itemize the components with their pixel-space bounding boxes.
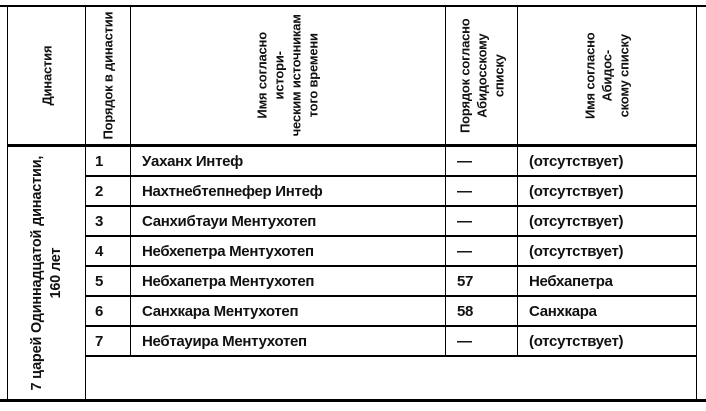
order-value: 7: [95, 332, 104, 350]
header-label-dynasty: Династия: [38, 45, 54, 106]
table-row-cell-order: 4: [86, 237, 131, 267]
table-row-cell-name: Уаханх Интеф: [131, 147, 446, 177]
header-cell-name-abydos: Имя согласно Абидос- скому списку: [518, 7, 696, 147]
header-label-name-historical: Имя согласно истори- ческим источникам т…: [254, 14, 322, 137]
abydos-order-value: —: [457, 152, 472, 170]
table-bottom-rule: [0, 399, 706, 402]
table-row-cell-name: Небхепетра Ментухотеп: [131, 237, 446, 267]
header-label-name-abydos: Имя согласно Абидос- скому списку: [582, 32, 632, 119]
table-row-cell-order: 3: [86, 207, 131, 237]
abydos-name-value: (отсутствует): [529, 242, 624, 260]
table-row-cell-abydos-name: Санхкара: [518, 297, 696, 327]
abydos-order-value: 58: [457, 302, 474, 320]
table-row-cell-order: 6: [86, 297, 131, 327]
table-row-cell-abydos-name: (отсутствует): [518, 237, 696, 267]
order-value: 2: [95, 182, 104, 200]
table-row-cell-name: Небхапетра Ментухотеп: [131, 267, 446, 297]
table-row-cell-abydos-order: —: [446, 147, 518, 177]
table-row-cell-name: Санхкара Ментухотеп: [131, 297, 446, 327]
order-value: 1: [95, 152, 104, 170]
order-value: 3: [95, 212, 104, 230]
table-row-cell-name: Небтауира Ментухотеп: [131, 327, 446, 357]
dynasty-span-label: 7 царей Одиннадцатой династии, 160 лет: [28, 155, 64, 391]
abydos-order-value: —: [457, 212, 472, 230]
abydos-name-value: (отсутствует): [529, 152, 624, 170]
order-value: 6: [95, 302, 104, 320]
table-row-cell-order: 2: [86, 177, 131, 207]
name-value: Уаханх Интеф: [142, 152, 243, 170]
header-cell-name-historical: Имя согласно истори- ческим источникам т…: [131, 7, 446, 147]
table-row-cell-abydos-order: —: [446, 177, 518, 207]
table-row-cell-abydos-order: —: [446, 327, 518, 357]
order-value: 4: [95, 242, 104, 260]
name-value: Санхкара Ментухотеп: [142, 302, 299, 320]
abydos-order-value: —: [457, 332, 472, 350]
name-value: Небхепетра Ментухотеп: [142, 242, 314, 260]
table-row-cell-abydos-name: (отсутствует): [518, 207, 696, 237]
header-cell-dynasty: Династия: [8, 7, 86, 147]
table-row-cell-abydos-name: (отсутствует): [518, 147, 696, 177]
name-value: Нахтнебтепнефер Интеф: [142, 182, 323, 200]
name-value: Санхибтауи Ментухотеп: [142, 212, 317, 230]
header-cell-order-abydos: Порядок согласно Абидосскому списку: [446, 7, 518, 147]
table-row-cell-abydos-name: (отсутствует): [518, 327, 696, 357]
order-value: 5: [95, 272, 104, 290]
abydos-name-value: (отсутствует): [529, 182, 624, 200]
table-row-cell-order: 5: [86, 267, 131, 297]
abydos-order-value: —: [457, 182, 472, 200]
table-row-cell-abydos-order: 57: [446, 267, 518, 297]
abydos-name-value: Санхкара: [529, 302, 597, 320]
table-row-cell-name: Нахтнебтепнефер Интеф: [131, 177, 446, 207]
name-value: Небхапетра Ментухотеп: [142, 272, 315, 290]
abydos-name-value: Небхапетра: [529, 272, 613, 290]
table-row-cell-abydos-order: 58: [446, 297, 518, 327]
dynasty-span-cell: 7 царей Одиннадцатой династии, 160 лет: [8, 147, 86, 399]
table-row-cell-abydos-order: —: [446, 207, 518, 237]
empty-footer-cell: [86, 357, 696, 399]
table-row-cell-abydos-order: —: [446, 237, 518, 267]
table-row-cell-order: 1: [86, 147, 131, 177]
table-row-cell-abydos-name: (отсутствует): [518, 177, 696, 207]
abydos-name-value: (отсутствует): [529, 212, 624, 230]
table-row-cell-order: 7: [86, 327, 131, 357]
header-label-order-abydos: Порядок согласно Абидосскому списку: [456, 18, 507, 133]
abydos-order-value: —: [457, 242, 472, 260]
name-value: Небтауира Ментухотеп: [142, 332, 307, 350]
table-row-cell-abydos-name: Небхапетра: [518, 267, 696, 297]
header-label-order-in-dynasty: Порядок в династии: [100, 11, 116, 140]
table-row-cell-name: Санхибтауи Ментухотеп: [131, 207, 446, 237]
abydos-order-value: 57: [457, 272, 474, 290]
abydos-name-value: (отсутствует): [529, 332, 624, 350]
header-cell-order-in-dynasty: Порядок в династии: [86, 7, 131, 147]
table-top-rule: [0, 5, 706, 7]
dynasty-table: Династия Порядок в династии Имя согласно…: [7, 7, 697, 399]
